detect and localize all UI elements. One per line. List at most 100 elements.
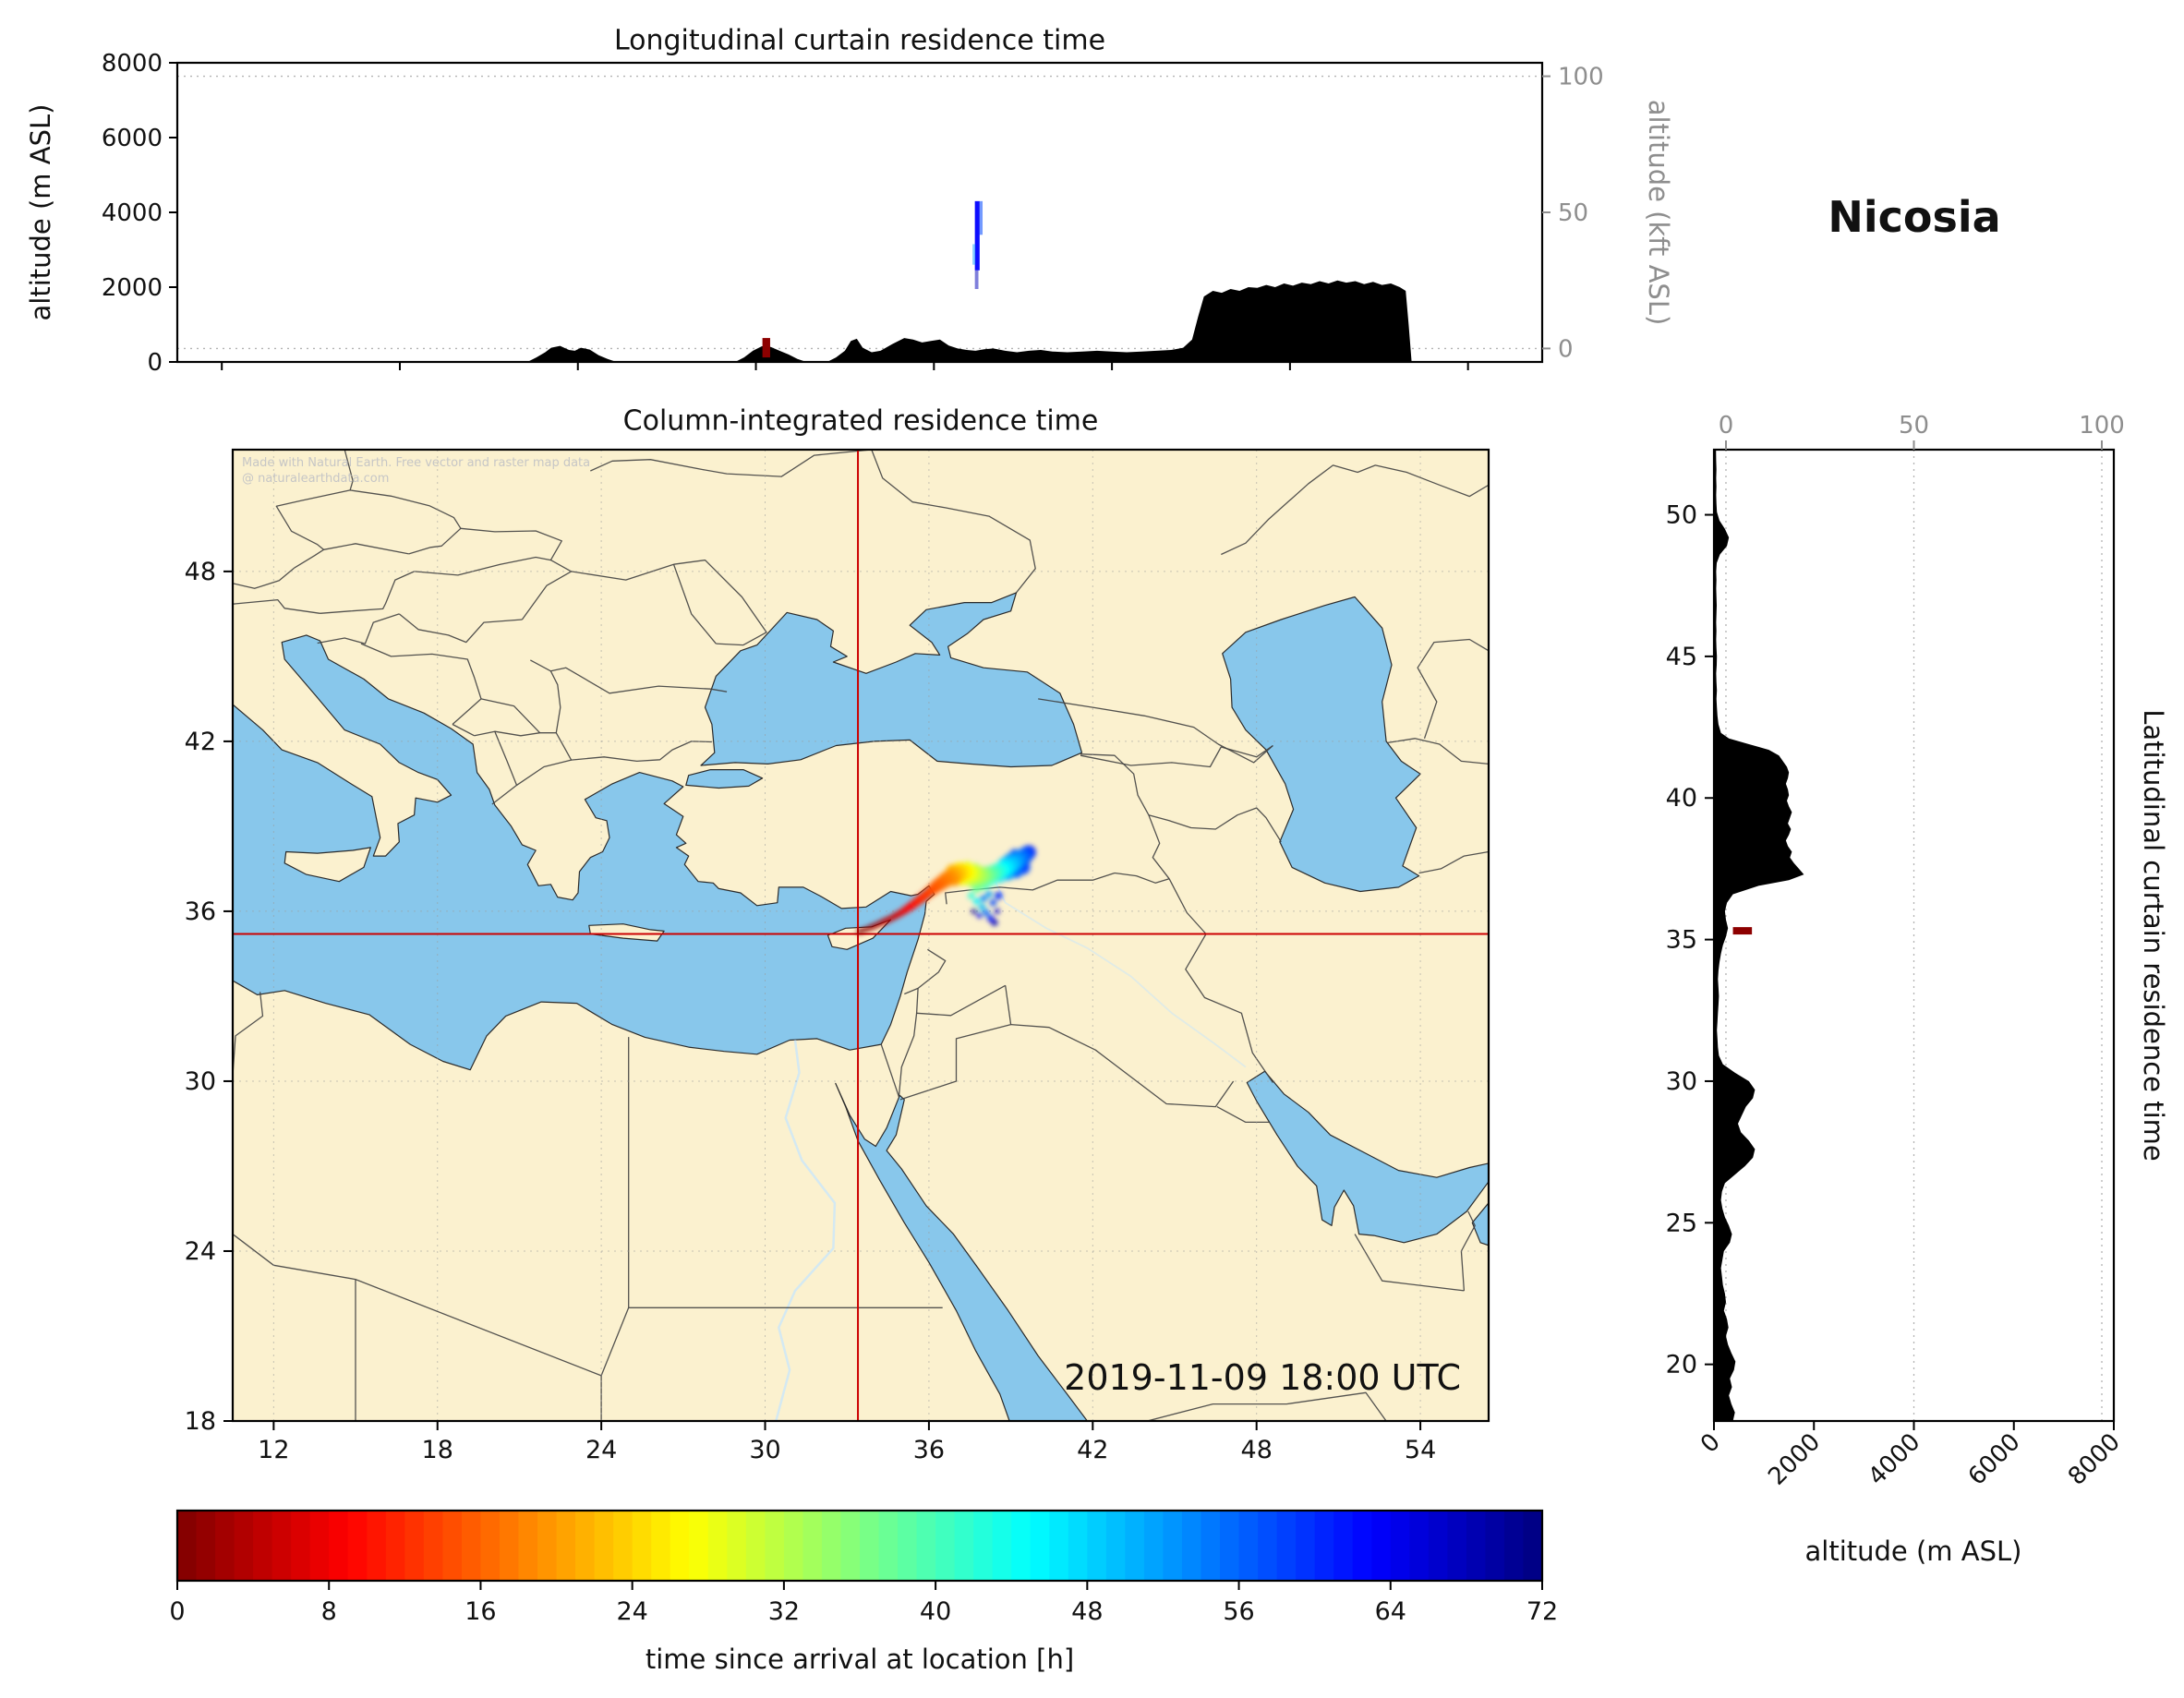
svg-text:12: 12 (258, 1436, 289, 1464)
country-border (590, 450, 872, 477)
svg-text:72: 72 (1526, 1597, 1558, 1626)
latitudinal-panel-title: Latitudinal curtain residence time (2138, 709, 2169, 1162)
svg-text:6000: 6000 (102, 125, 163, 152)
svg-text:16: 16 (465, 1597, 496, 1626)
svg-text:24: 24 (185, 1237, 216, 1266)
country-border (414, 556, 572, 576)
top-panel-ylabel-right: altitude (kft ASL) (1643, 99, 1674, 326)
svg-text:20: 20 (1666, 1351, 1697, 1379)
country-border (1221, 464, 1489, 556)
country-border (1168, 878, 1273, 1083)
country-border (1417, 638, 1489, 740)
country-border (1114, 872, 1170, 884)
svg-text:100: 100 (2079, 412, 2125, 440)
country-border (1147, 1391, 1387, 1421)
svg-text:40: 40 (920, 1597, 951, 1626)
country-border (521, 571, 572, 620)
svg-text:64: 64 (1375, 1597, 1406, 1626)
country-border (317, 613, 400, 644)
country-border (673, 559, 767, 646)
country-border (549, 670, 561, 733)
country-border (1080, 744, 1273, 768)
svg-text:24: 24 (616, 1597, 647, 1626)
svg-text:48: 48 (1071, 1597, 1103, 1626)
svg-text:2000: 2000 (102, 274, 163, 302)
country-border (898, 988, 919, 1097)
country-border (516, 759, 572, 786)
country-border (555, 732, 712, 763)
country-border (1418, 850, 1489, 874)
svg-text:50: 50 (1899, 412, 1929, 440)
right-panel-xlabel: altitude (m ASL) (1804, 1535, 2022, 1567)
country-border (904, 987, 919, 995)
country-border (480, 698, 541, 734)
longitudinal-residence-cell (979, 200, 983, 235)
country-border (945, 872, 1116, 905)
residence-time-plume (856, 845, 1036, 934)
svg-text:48: 48 (1241, 1436, 1273, 1464)
svg-text:48: 48 (185, 558, 216, 586)
longitudinal-residence-cell (972, 244, 976, 265)
country-border (355, 1278, 602, 1377)
country-border (233, 992, 264, 1076)
country-border (1148, 807, 1282, 843)
country-border (398, 613, 523, 644)
country-border (880, 1043, 900, 1098)
country-border (1460, 1210, 1476, 1291)
sea-black-sea-azov (700, 592, 1083, 768)
country-border (672, 563, 717, 644)
country-border (1354, 1234, 1465, 1292)
sea-caspian (1222, 596, 1421, 893)
country-border (460, 527, 562, 560)
svg-text:36: 36 (185, 897, 216, 926)
svg-text:0: 0 (169, 1597, 185, 1626)
map-attribution-line2: @ naturalearthdata.com (242, 471, 390, 486)
country-border (233, 567, 295, 589)
top-panel-ylabel-left: altitude (m ASL) (25, 103, 56, 321)
sea-gulf-of-oman (1471, 1202, 1489, 1246)
svg-text:42: 42 (185, 728, 216, 756)
svg-text:50: 50 (1558, 199, 1588, 227)
country-border (571, 563, 674, 581)
country-border (408, 527, 462, 555)
svg-text:18: 18 (185, 1407, 216, 1436)
latitudinal-curtain-plot: 20 25 30 35 40 45 50 0 2000 4000 6000 8000 0 50 100 (1666, 412, 2126, 1491)
svg-text:8000: 8000 (2063, 1428, 2126, 1491)
sea-mediterranean (233, 634, 935, 1071)
svg-text:30: 30 (1666, 1067, 1697, 1096)
map-plot: 12 18 24 30 36 42 48 54 18 24 30 36 42 48 (185, 448, 1490, 1464)
country-border (320, 571, 415, 614)
sea-marmara (685, 769, 764, 789)
svg-text:36: 36 (913, 1436, 945, 1464)
country-border (233, 598, 320, 614)
svg-text:45: 45 (1666, 643, 1697, 671)
colorbar-label: time since arrival at location [h] (645, 1644, 1075, 1675)
svg-text:30: 30 (749, 1436, 780, 1464)
svg-text:0: 0 (1695, 1428, 1726, 1459)
longitudinal-residence-cell (974, 270, 979, 290)
country-border (1038, 698, 1273, 764)
sea-persian-gulf (1246, 1070, 1489, 1244)
latitudinal-residence-cell (1732, 927, 1753, 935)
svg-text:4000: 4000 (1863, 1428, 1925, 1491)
country-border (1080, 753, 1150, 816)
svg-text:8000: 8000 (102, 50, 163, 78)
river-euphrates (994, 879, 1247, 1068)
svg-text:42: 42 (1077, 1436, 1108, 1464)
svg-text:8: 8 (321, 1597, 337, 1626)
svg-text:24: 24 (585, 1436, 617, 1464)
timestamp-label: 2019-11-09 18:00 UTC (1064, 1357, 1461, 1398)
country-border (1387, 738, 1489, 765)
svg-text:0: 0 (1719, 412, 1734, 440)
svg-text:56: 56 (1223, 1597, 1254, 1626)
svg-text:4000: 4000 (102, 199, 163, 227)
longitudinal-terrain-profile (177, 280, 1542, 362)
latitudinal-terrain-profile (1714, 450, 1804, 1421)
country-border (1148, 814, 1170, 880)
svg-text:0: 0 (1558, 335, 1574, 363)
svg-text:100: 100 (1558, 64, 1604, 91)
country-border (491, 730, 518, 805)
country-border (917, 948, 947, 989)
